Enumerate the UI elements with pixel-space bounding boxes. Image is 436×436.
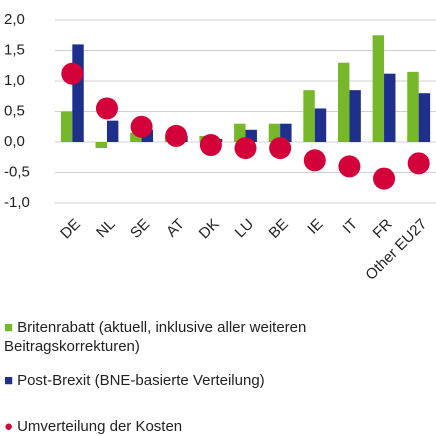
y-tick-label: -1,0 — [4, 194, 30, 211]
dot — [199, 134, 222, 157]
bar — [95, 142, 107, 149]
bar — [407, 71, 419, 142]
legend-swatch: ■ — [4, 319, 14, 336]
bar — [372, 35, 385, 142]
bar — [106, 120, 119, 142]
dot — [407, 152, 430, 175]
bar — [234, 123, 246, 142]
bar — [268, 123, 281, 142]
y-tick-label: 0,5 — [4, 102, 25, 119]
x-tick-label: NL — [93, 216, 119, 242]
bar — [245, 129, 257, 142]
y-tick-label: -0,5 — [4, 163, 30, 180]
bar — [60, 111, 73, 142]
dot — [61, 62, 84, 85]
x-tick-label: BE — [266, 216, 292, 242]
y-tick-label: 1,5 — [4, 41, 25, 58]
y-tick-label: 1,0 — [4, 72, 25, 89]
x-tick-label: LU — [232, 216, 258, 242]
bar — [418, 93, 431, 142]
dot — [373, 167, 396, 190]
dot — [95, 97, 118, 120]
legend-label: Umverteilung der Kosten — [17, 418, 183, 435]
dot — [303, 149, 326, 172]
y-tick-label: 0,0 — [4, 133, 25, 150]
legend-item: ● Umverteilung der Kosten — [4, 417, 424, 436]
bar — [314, 108, 327, 142]
bar — [280, 123, 292, 142]
legend-swatch: ● — [4, 418, 14, 435]
legend-swatch: ■ — [4, 372, 14, 389]
bar — [130, 132, 142, 142]
dot — [130, 115, 153, 138]
x-tick-label: AT — [163, 216, 188, 241]
x-tick-label: FR — [370, 215, 396, 241]
y-tick-label: 2,0 — [4, 11, 25, 28]
bar — [384, 73, 396, 142]
dot — [338, 155, 361, 178]
legend-label: Britenrabatt (aktuell, inklusive aller w… — [4, 319, 307, 355]
legend-label: Post-Brexit (BNE-basierte Verteilung) — [17, 372, 265, 389]
legend-item: ■ Britenrabatt (aktuell, inklusive aller … — [4, 318, 424, 356]
dot — [234, 137, 257, 160]
bar — [72, 44, 84, 142]
x-tick-label: DE — [57, 216, 84, 243]
bar — [337, 62, 350, 143]
x-tick-label: IT — [340, 216, 361, 237]
plot: -1,0 -0,5 0,0 0,5 1,0 1,5 2,0 DE NL SE AT DK LU BE IE I… — [4, 11, 436, 284]
x-tick-label: IE — [304, 216, 326, 238]
bar — [349, 90, 361, 142]
x-tick-label: SE — [127, 216, 153, 242]
dot — [165, 124, 188, 147]
dot — [269, 137, 292, 160]
legend-item: ■ Post-Brexit (BNE-basierte Verteilung) — [4, 371, 424, 390]
bar — [303, 90, 315, 142]
x-tick-label: DK — [196, 216, 223, 243]
